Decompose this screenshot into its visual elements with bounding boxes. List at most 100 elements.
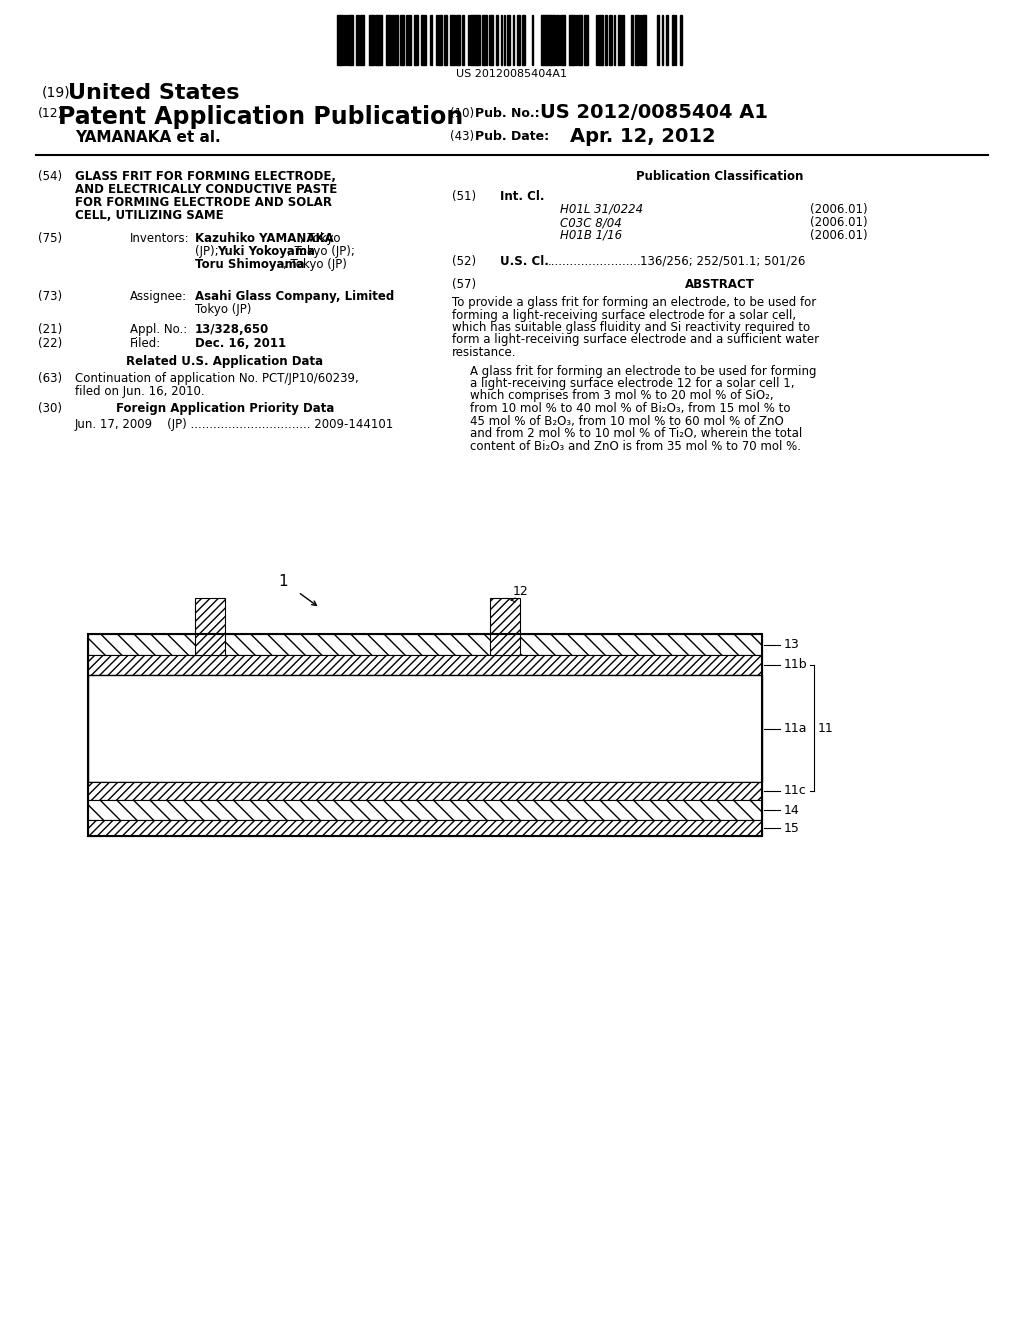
Bar — [409, 15, 411, 65]
Text: Related U.S. Application Data: Related U.S. Application Data — [126, 355, 324, 368]
Bar — [378, 15, 380, 65]
Text: Continuation of application No. PCT/JP10/60239,: Continuation of application No. PCT/JP10… — [75, 372, 358, 385]
Bar — [340, 15, 343, 65]
Text: 13: 13 — [784, 638, 800, 651]
Text: Asahi Glass Company, Limited: Asahi Glass Company, Limited — [195, 290, 394, 304]
Text: (63): (63) — [38, 372, 62, 385]
Text: 136/256; 252/501.1; 501/26: 136/256; 252/501.1; 501/26 — [640, 255, 805, 268]
Text: and from 2 mol % to 10 mol % of Ti₂O, wherein the total: and from 2 mol % to 10 mol % of Ti₂O, wh… — [470, 426, 802, 440]
Bar — [88, 800, 762, 820]
Text: YAMANAKA et al.: YAMANAKA et al. — [75, 129, 220, 145]
Text: which has suitable glass fluidity and Si reactivity required to: which has suitable glass fluidity and Si… — [452, 321, 810, 334]
Text: 1: 1 — [279, 573, 288, 589]
Text: 11a: 11a — [784, 722, 808, 735]
Text: (12): (12) — [38, 107, 63, 120]
Bar — [635, 15, 638, 65]
Text: (75): (75) — [38, 232, 62, 246]
Text: 13/328,650: 13/328,650 — [195, 323, 269, 337]
Bar — [642, 15, 645, 65]
Bar — [450, 15, 452, 65]
Text: (JP);: (JP); — [195, 246, 222, 257]
Text: forming a light-receiving surface electrode for a solar cell,: forming a light-receiving surface electr… — [452, 309, 796, 322]
Bar — [361, 15, 364, 65]
Bar — [400, 15, 402, 65]
Text: (19): (19) — [42, 84, 71, 99]
Text: C03C 8/04: C03C 8/04 — [560, 216, 622, 228]
Text: 11c: 11c — [784, 784, 807, 797]
Bar — [599, 15, 602, 65]
Bar — [88, 634, 762, 836]
Text: United States: United States — [68, 83, 240, 103]
Text: Int. Cl.: Int. Cl. — [500, 190, 545, 203]
Bar — [657, 15, 659, 65]
Bar — [88, 675, 762, 781]
Bar — [380, 15, 382, 65]
Text: a light-receiving surface electrode 12 for a solar cell 1,: a light-receiving surface electrode 12 f… — [470, 378, 795, 389]
Text: CELL, UTILIZING SAME: CELL, UTILIZING SAME — [75, 209, 223, 222]
Bar — [395, 15, 398, 65]
Text: 45 mol % of B₂O₃, from 10 mol % to 60 mol % of ZnO: 45 mol % of B₂O₃, from 10 mol % to 60 mo… — [470, 414, 783, 428]
Text: (51): (51) — [452, 190, 476, 203]
Text: (57): (57) — [452, 279, 476, 290]
Text: (2006.01): (2006.01) — [810, 203, 867, 216]
Bar — [517, 15, 519, 65]
Text: Kazuhiko YAMANAKA: Kazuhiko YAMANAKA — [195, 232, 334, 246]
Text: Jun. 17, 2009    (JP) ................................ 2009-144101: Jun. 17, 2009 (JP) .....................… — [75, 418, 394, 432]
Bar — [482, 15, 484, 65]
Text: content of Bi₂O₃ and ZnO is from 35 mol % to 70 mol %.: content of Bi₂O₃ and ZnO is from 35 mol … — [470, 440, 801, 453]
Text: (43): (43) — [450, 129, 474, 143]
Bar — [546, 15, 548, 65]
Bar — [351, 15, 353, 65]
Bar — [489, 15, 490, 65]
Text: (30): (30) — [38, 403, 62, 414]
Text: Tokyo (JP): Tokyo (JP) — [195, 304, 251, 315]
Bar — [523, 15, 525, 65]
Text: (21): (21) — [38, 323, 62, 337]
Text: GLASS FRIT FOR FORMING ELECTRODE,: GLASS FRIT FOR FORMING ELECTRODE, — [75, 170, 336, 183]
Text: (73): (73) — [38, 290, 62, 304]
Text: AND ELECTRICALLY CONDUCTIVE PASTE: AND ELECTRICALLY CONDUCTIVE PASTE — [75, 183, 337, 195]
Text: Filed:: Filed: — [130, 337, 161, 350]
Text: (54): (54) — [38, 170, 62, 183]
Bar — [571, 15, 573, 65]
Text: H01L 31/0224: H01L 31/0224 — [560, 203, 643, 216]
Text: (52): (52) — [452, 255, 476, 268]
Text: U.S. Cl.: U.S. Cl. — [500, 255, 549, 268]
Bar — [438, 15, 441, 65]
Bar — [610, 15, 612, 65]
Text: (2006.01): (2006.01) — [810, 216, 867, 228]
Bar — [573, 15, 575, 65]
Text: Publication Classification: Publication Classification — [636, 170, 804, 183]
Text: , Tokyo: , Tokyo — [300, 232, 341, 246]
Bar — [462, 15, 464, 65]
Bar — [631, 15, 633, 65]
Text: Pub. No.:: Pub. No.: — [475, 107, 540, 120]
Bar — [584, 15, 586, 65]
Bar — [376, 15, 378, 65]
Text: (2006.01): (2006.01) — [810, 228, 867, 242]
Bar — [578, 15, 581, 65]
Bar — [338, 15, 340, 65]
Text: Toru Shimoyama: Toru Shimoyama — [195, 257, 304, 271]
Text: H01B 1/16: H01B 1/16 — [560, 228, 623, 242]
Bar — [88, 655, 762, 675]
Text: , Tokyo (JP): , Tokyo (JP) — [283, 257, 347, 271]
Text: Dec. 16, 2011: Dec. 16, 2011 — [195, 337, 286, 350]
Bar — [388, 15, 390, 65]
Bar — [430, 15, 432, 65]
Text: Patent Application Publication: Patent Application Publication — [58, 106, 463, 129]
Bar — [551, 15, 553, 65]
Text: US 20120085404A1: US 20120085404A1 — [457, 69, 567, 79]
Bar — [349, 15, 351, 65]
Bar — [88, 781, 762, 800]
Text: Apr. 12, 2012: Apr. 12, 2012 — [570, 127, 716, 147]
Text: resistance.: resistance. — [452, 346, 516, 359]
Text: Inventors:: Inventors: — [130, 232, 189, 246]
Bar — [605, 15, 607, 65]
Text: .........................: ......................... — [548, 255, 642, 268]
Text: ABSTRACT: ABSTRACT — [685, 279, 755, 290]
Text: form a light-receiving surface electrode and a sufficient water: form a light-receiving surface electrode… — [452, 334, 819, 346]
Bar — [452, 15, 454, 65]
Text: 14: 14 — [784, 804, 800, 817]
Bar — [88, 634, 762, 655]
